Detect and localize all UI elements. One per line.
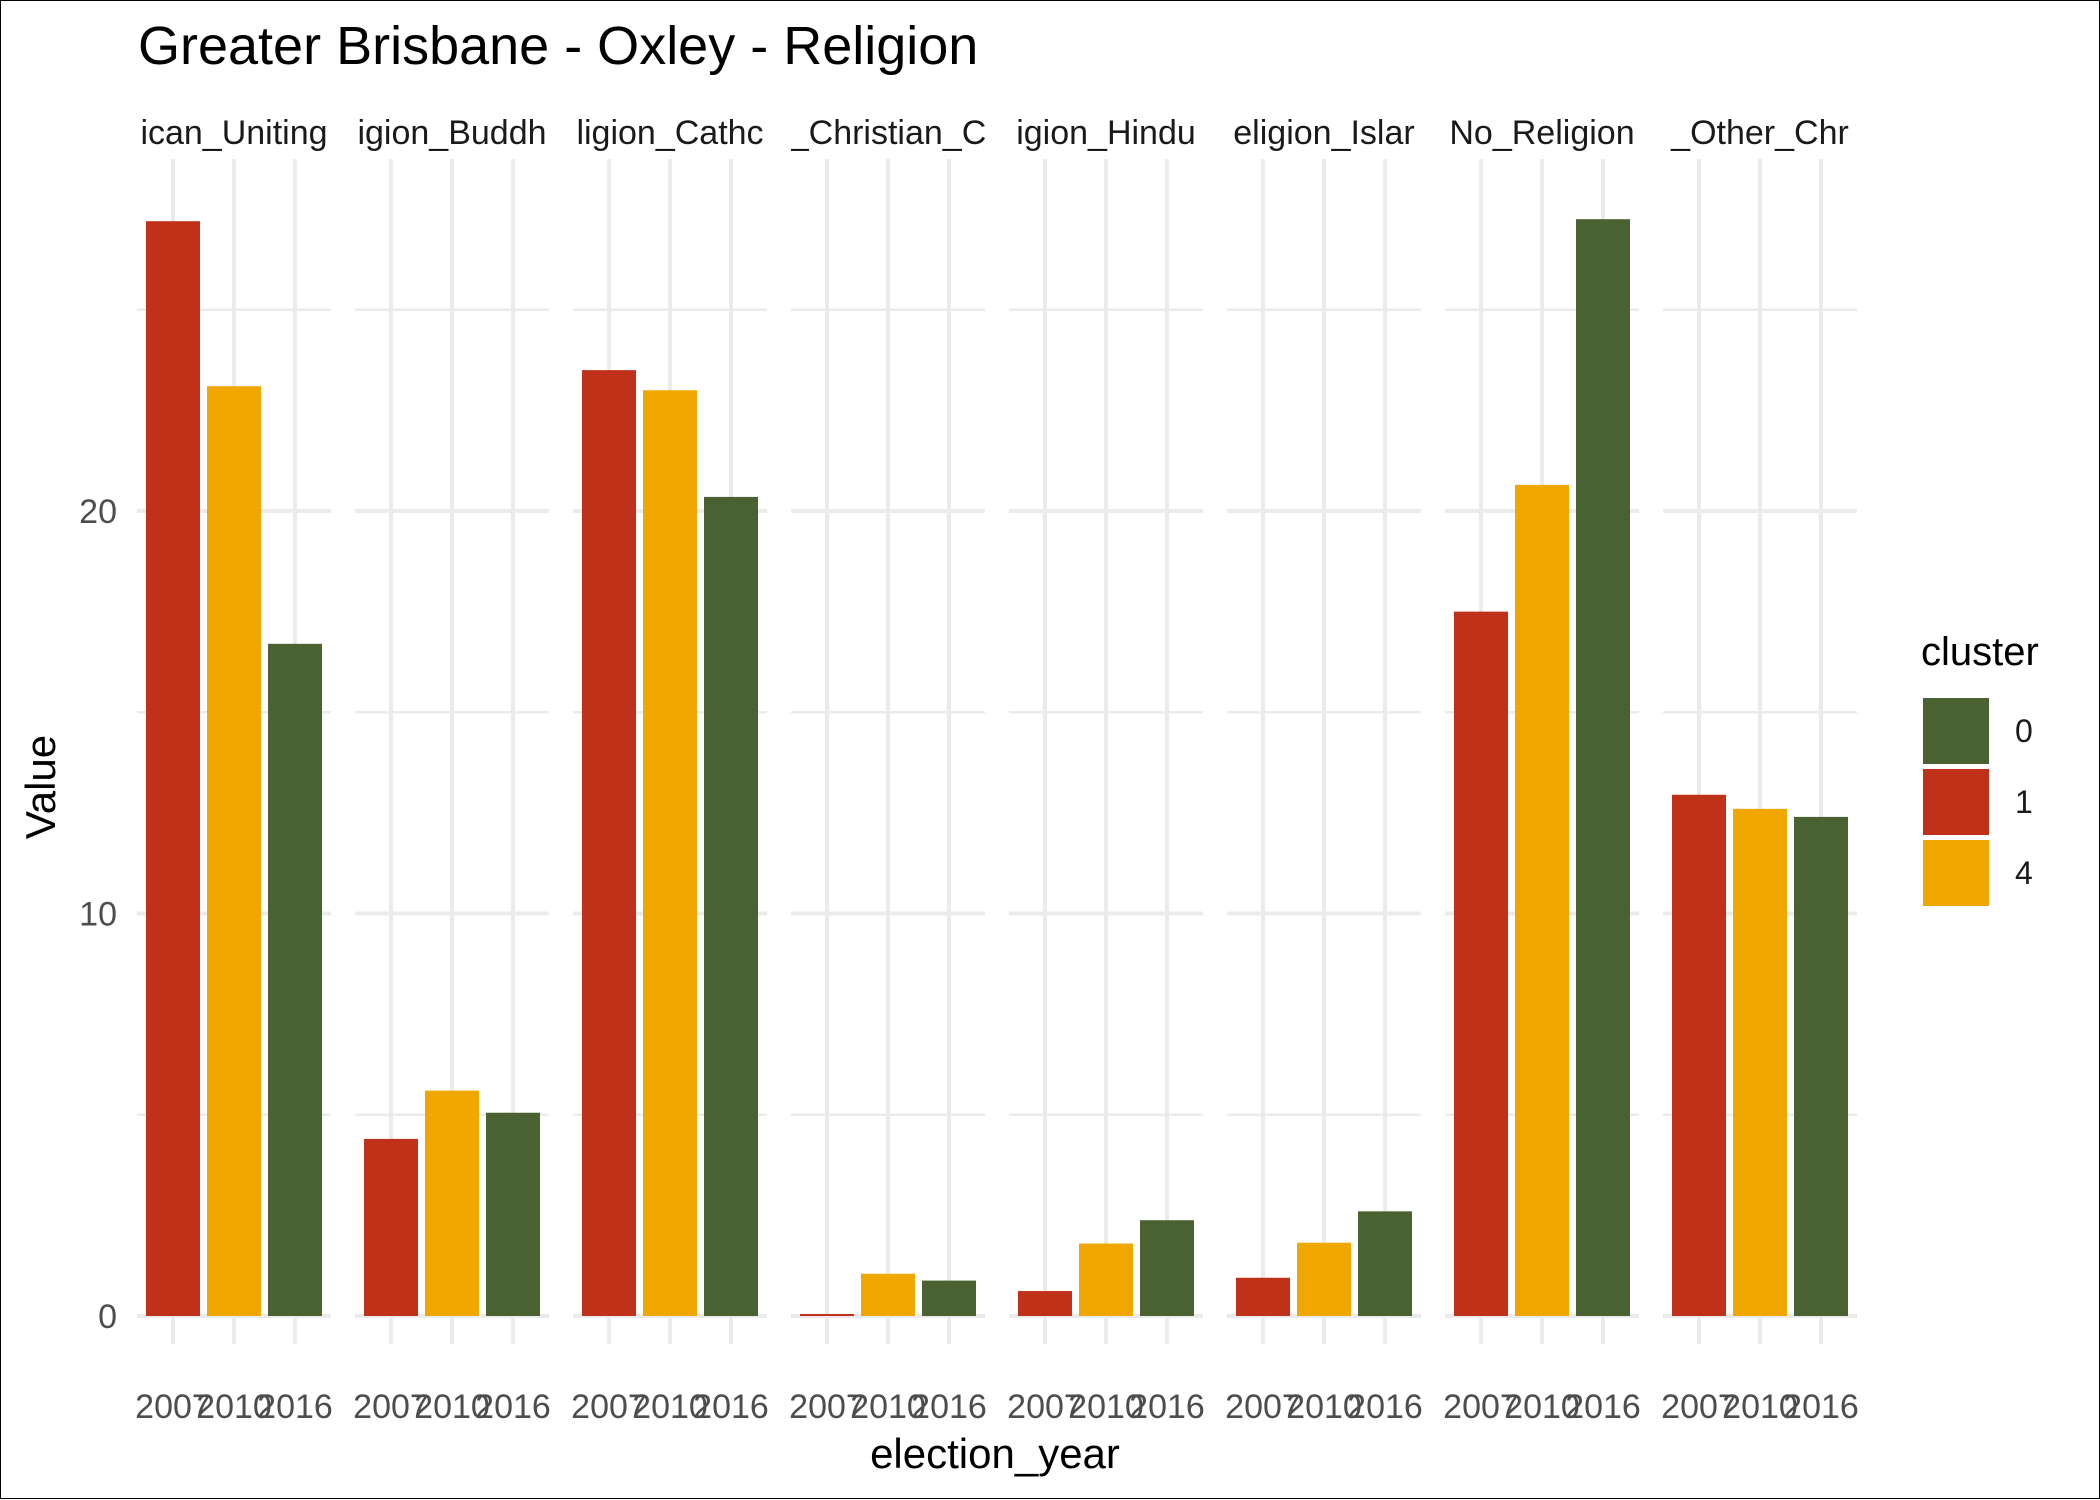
y-axis-title: Value	[17, 735, 64, 839]
bar-2007-cluster-1	[1672, 794, 1726, 1316]
x-tick-label: 2007	[1443, 1388, 1519, 1426]
bar-2016-cluster-0	[922, 1280, 976, 1316]
x-tick-label: 2010	[1068, 1388, 1144, 1426]
facet-strip-label: _Christian_C	[789, 114, 987, 152]
x-tick-label: 2010	[1504, 1388, 1580, 1426]
x-tick-label: 2010	[632, 1388, 708, 1426]
legend: cluster 0 1 4	[1921, 630, 2039, 906]
legend-swatch	[1923, 698, 1989, 764]
y-tick-label: 0	[98, 1298, 117, 1336]
x-axis-title: election_year	[870, 1430, 1120, 1477]
x-tick-label: 2010	[1722, 1388, 1798, 1426]
x-tick-label: 2016	[475, 1388, 551, 1426]
x-tick-label: 2016	[1565, 1388, 1641, 1426]
bar-2007-cluster-1	[800, 1313, 854, 1316]
facet-strip-label: eligion_Islar	[1233, 114, 1414, 152]
bar-2010-cluster-4	[425, 1090, 479, 1316]
bar-2016-cluster-0	[1358, 1211, 1412, 1316]
bar-2010-cluster-4	[643, 390, 697, 1316]
y-tick-label: 10	[79, 896, 117, 934]
facet-strip-label: ican_Uniting	[140, 114, 327, 152]
y-axis: 0 10 20	[79, 493, 117, 1336]
bar-2007-cluster-1	[582, 370, 636, 1316]
bar-2016-cluster-0	[704, 496, 758, 1317]
x-tick-label: 2007	[789, 1388, 865, 1426]
x-tick-label: 2010	[850, 1388, 926, 1426]
legend-label: 0	[2015, 713, 2033, 749]
bar-2010-cluster-4	[1079, 1243, 1133, 1316]
x-tick-label: 2007	[1225, 1388, 1301, 1426]
legend-label: 1	[2015, 784, 2033, 820]
bar-2016-cluster-0	[268, 643, 322, 1316]
bar-2010-cluster-4	[1515, 484, 1569, 1316]
y-tick-label: 20	[79, 493, 117, 531]
x-tick-label: 2007	[571, 1388, 647, 1426]
bar-2007-cluster-1	[1236, 1277, 1290, 1316]
legend-item-cluster-0: 0	[1923, 698, 2033, 764]
x-tick-label: 2016	[257, 1388, 333, 1426]
legend-item-cluster-4: 4	[1923, 840, 2033, 906]
facet-strip-label: No_Religion	[1449, 114, 1634, 152]
x-tick-label: 2016	[693, 1388, 769, 1426]
x-tick-label: 2016	[911, 1388, 987, 1426]
x-tick-label: 2007	[353, 1388, 429, 1426]
facet-strip-label: ligion_Cathc	[576, 114, 763, 152]
legend-keys: 0 1 4	[1923, 698, 2033, 906]
x-tick-label: 2010	[414, 1388, 490, 1426]
bar-2010-cluster-4	[207, 386, 261, 1317]
x-tick-label: 2007	[1661, 1388, 1737, 1426]
legend-title: cluster	[1921, 630, 2039, 674]
x-tick-label: 2016	[1347, 1388, 1423, 1426]
bar-2007-cluster-1	[364, 1138, 418, 1316]
facet-strip-label: igion_Hindu	[1016, 114, 1196, 152]
legend-item-cluster-1: 1	[1923, 769, 2033, 835]
x-tick-label: 2010	[196, 1388, 272, 1426]
bar-2010-cluster-4	[1297, 1242, 1351, 1316]
bar-2016-cluster-0	[1140, 1220, 1194, 1316]
bar-2016-cluster-0	[1576, 219, 1630, 1316]
legend-label: 4	[2015, 855, 2033, 891]
facet-strip-label: igion_Buddh	[357, 114, 546, 152]
bar-2016-cluster-0	[1794, 816, 1848, 1316]
x-tick-label: 2007	[135, 1388, 211, 1426]
bar-2016-cluster-0	[486, 1112, 540, 1316]
bar-2007-cluster-1	[146, 221, 200, 1317]
chart-title: Greater Brisbane - Oxley - Religion	[138, 16, 978, 76]
bar-2010-cluster-4	[1733, 808, 1787, 1316]
bar-2007-cluster-1	[1454, 611, 1508, 1316]
legend-swatch	[1923, 769, 1989, 835]
bar-2010-cluster-4	[861, 1273, 915, 1316]
facet-panels: ican_Uniting200720102016igion_Buddh20072…	[135, 114, 1859, 1426]
legend-swatch	[1923, 840, 1989, 906]
x-tick-label: 2007	[1007, 1388, 1083, 1426]
x-tick-label: 2010	[1286, 1388, 1362, 1426]
x-tick-label: 2016	[1129, 1388, 1205, 1426]
bar-2007-cluster-1	[1018, 1291, 1072, 1316]
facet-strip-label: _Other_Chr	[1670, 114, 1849, 152]
x-tick-label: 2016	[1783, 1388, 1859, 1426]
